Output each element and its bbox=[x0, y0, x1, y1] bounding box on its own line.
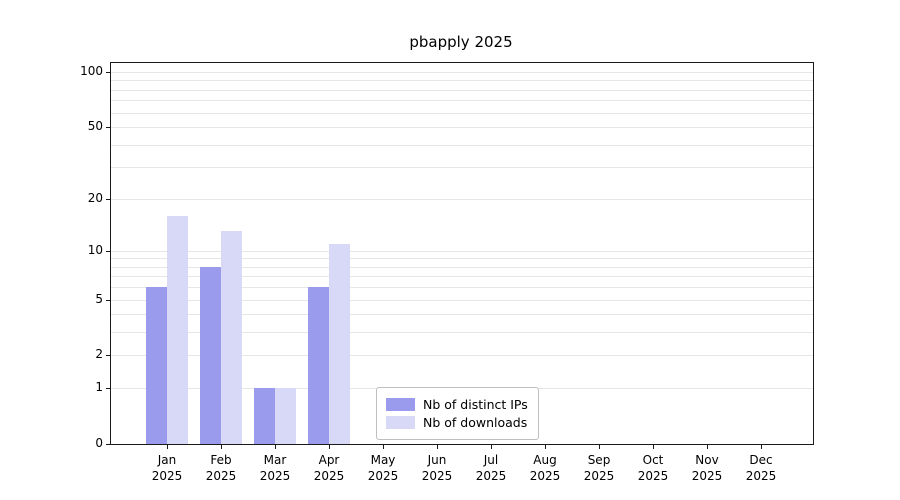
x-tick-label: Jun 2025 bbox=[421, 453, 453, 483]
x-tick-mark bbox=[599, 445, 600, 449]
legend-label-distinct-ips: Nb of distinct IPs bbox=[423, 397, 528, 412]
plot-area: Nb of distinct IPs Nb of downloads Jan 2… bbox=[80, 62, 814, 483]
gridline bbox=[111, 287, 813, 289]
y-tick-mark bbox=[106, 388, 110, 390]
y-tick-mark bbox=[106, 299, 110, 301]
gridline bbox=[111, 144, 813, 146]
y-tick-mark bbox=[106, 72, 110, 74]
y-tick-mark bbox=[106, 250, 110, 252]
x-tick-mark bbox=[383, 445, 384, 449]
gridline bbox=[111, 72, 813, 74]
x-tick-label: Oct 2025 bbox=[637, 453, 669, 483]
gridline bbox=[111, 127, 813, 129]
x-tick-mark bbox=[491, 445, 492, 449]
bar-nb-of-distinct-ips bbox=[308, 287, 329, 444]
legend-swatch-downloads bbox=[386, 416, 415, 429]
legend-label-downloads: Nb of downloads bbox=[423, 415, 528, 430]
x-tick-label: Mar 2025 bbox=[259, 453, 291, 483]
bar-nb-of-distinct-ips bbox=[200, 266, 221, 444]
x-tick-mark bbox=[761, 445, 762, 449]
bar-nb-of-distinct-ips bbox=[254, 388, 275, 444]
y-tick-mark bbox=[106, 355, 110, 357]
gridline bbox=[111, 80, 813, 82]
y-tick-label: 100 bbox=[80, 64, 103, 79]
gridline bbox=[111, 112, 813, 114]
gridline bbox=[111, 198, 813, 200]
y-tick-label: 2 bbox=[95, 347, 103, 362]
bar-nb-of-distinct-ips bbox=[146, 287, 167, 444]
x-tick-label: Jan 2025 bbox=[151, 453, 183, 483]
x-tick-mark bbox=[707, 445, 708, 449]
y-tick-mark bbox=[106, 444, 110, 445]
chart-title: pbapply 2025 bbox=[409, 33, 513, 51]
gridline bbox=[111, 100, 813, 102]
gridline bbox=[111, 332, 813, 334]
y-tick-label: 10 bbox=[87, 242, 103, 257]
x-tick-mark bbox=[653, 445, 654, 449]
y-tick-label: 20 bbox=[87, 190, 103, 205]
x-tick-label: Sep 2025 bbox=[583, 453, 615, 483]
gridline bbox=[111, 250, 813, 252]
legend-swatch-distinct-ips bbox=[386, 398, 415, 411]
x-tick-label: May 2025 bbox=[367, 453, 399, 483]
x-tick-mark bbox=[221, 445, 222, 449]
y-tick-label: 1 bbox=[95, 380, 103, 395]
x-tick-mark bbox=[329, 445, 330, 449]
bar-nb-of-downloads bbox=[167, 215, 188, 444]
gridline bbox=[111, 89, 813, 91]
y-tick-label: 50 bbox=[87, 119, 103, 134]
x-tick-mark bbox=[437, 445, 438, 449]
x-tick-mark bbox=[545, 445, 546, 449]
legend: Nb of distinct IPs Nb of downloads bbox=[376, 387, 539, 440]
x-tick-label: Nov 2025 bbox=[691, 453, 723, 483]
gridline bbox=[111, 266, 813, 268]
x-tick-label: Apr 2025 bbox=[313, 453, 345, 483]
gridline bbox=[111, 167, 813, 169]
y-tick-mark bbox=[106, 198, 110, 200]
legend-item-downloads: Nb of downloads bbox=[386, 415, 528, 430]
bar-nb-of-downloads bbox=[329, 243, 350, 444]
x-tick-label: Dec 2025 bbox=[745, 453, 777, 483]
x-tick-mark bbox=[275, 445, 276, 449]
x-tick-label: Aug 2025 bbox=[529, 453, 561, 483]
y-tick-mark bbox=[106, 127, 110, 129]
gridline bbox=[111, 276, 813, 278]
bar-nb-of-downloads bbox=[275, 388, 296, 444]
bar-nb-of-downloads bbox=[221, 231, 242, 444]
gridline bbox=[111, 314, 813, 316]
x-tick-label: Feb 2025 bbox=[205, 453, 237, 483]
gridline bbox=[111, 299, 813, 301]
gridline bbox=[111, 355, 813, 357]
x-tick-mark bbox=[167, 445, 168, 449]
x-tick-label: Jul 2025 bbox=[475, 453, 507, 483]
y-tick-label: 0 bbox=[95, 436, 103, 450]
legend-item-distinct-ips: Nb of distinct IPs bbox=[386, 397, 528, 412]
y-tick-label: 5 bbox=[95, 291, 103, 306]
gridline bbox=[111, 258, 813, 260]
